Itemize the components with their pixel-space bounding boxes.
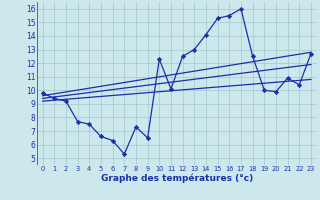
X-axis label: Graphe des températures (°c): Graphe des températures (°c) (101, 174, 253, 183)
